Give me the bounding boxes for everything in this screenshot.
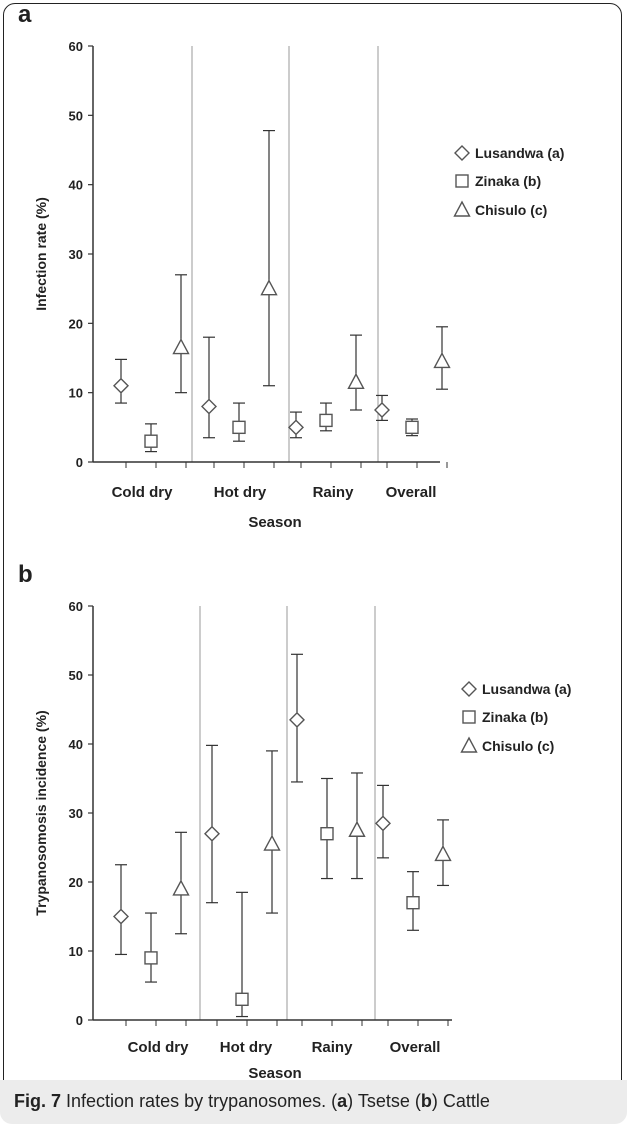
y-tick-label: 10 bbox=[69, 386, 83, 401]
panel-label: a bbox=[18, 1, 32, 28]
y-tick-label: 10 bbox=[69, 944, 83, 959]
y-tick-label: 60 bbox=[69, 39, 83, 54]
caption-mid: ) Tsetse ( bbox=[347, 1091, 421, 1111]
legend-label: Chisulo (c) bbox=[475, 202, 547, 218]
data-point-diamond bbox=[201, 398, 217, 415]
caption-body: Infection rates by trypanosomes. ( bbox=[61, 1091, 338, 1111]
data-point-triangle bbox=[434, 844, 452, 862]
legend-label: Lusandwa (a) bbox=[482, 681, 571, 697]
y-axis-label: Infection rate (%) bbox=[33, 197, 49, 311]
caption-text: Fig. 7 Infection rates by trypanosomes. … bbox=[14, 1091, 490, 1112]
legend-label: Zinaka (b) bbox=[475, 173, 541, 189]
legend-label: Zinaka (b) bbox=[482, 709, 548, 725]
data-point-square bbox=[405, 420, 419, 435]
legend-label: Lusandwa (a) bbox=[475, 145, 564, 161]
x-axis-label: Season bbox=[248, 514, 301, 531]
legend-marker-triangle bbox=[453, 200, 471, 217]
panel-label: b bbox=[18, 561, 33, 588]
figure-canvas: a 0 10 20 30 40 50 60 Infection rate (%) Cold dry… bbox=[18, 1, 571, 1080]
category-label: Cold dry bbox=[128, 1039, 189, 1056]
legend-marker-triangle bbox=[460, 736, 478, 753]
caption-panel-a-ref: a bbox=[337, 1091, 348, 1111]
category-label: Rainy bbox=[312, 1039, 354, 1056]
data-point-triangle bbox=[172, 338, 190, 355]
data-point-square bbox=[319, 413, 333, 428]
data-point-square bbox=[235, 992, 249, 1006]
y-tick-label: 0 bbox=[76, 455, 83, 470]
category-label: Rainy bbox=[313, 484, 355, 501]
category-label: Overall bbox=[386, 484, 437, 501]
caption-figure-number: Fig. 7 bbox=[14, 1091, 62, 1111]
caption-end: ) Cattle bbox=[431, 1091, 490, 1111]
category-label: Hot dry bbox=[220, 1039, 273, 1056]
data-point-square bbox=[406, 896, 420, 910]
panel-a: a 0 10 20 30 40 50 60 Infection rate (%) Cold dry… bbox=[18, 1, 564, 531]
data-point-square bbox=[144, 951, 158, 965]
data-point-diamond bbox=[289, 711, 305, 728]
y-tick-label: 20 bbox=[69, 316, 83, 331]
category-label: Hot dry bbox=[214, 484, 267, 501]
y-tick-label: 30 bbox=[69, 806, 83, 821]
data-point-diamond bbox=[204, 825, 220, 842]
legend-label: Chisulo (c) bbox=[482, 738, 554, 754]
data-point-diamond bbox=[113, 377, 129, 394]
y-tick-label: 40 bbox=[69, 737, 83, 752]
y-tick-label: 0 bbox=[76, 1013, 83, 1028]
y-tick-label: 40 bbox=[69, 178, 83, 193]
category-label: Overall bbox=[390, 1039, 441, 1056]
y-tick-label: 50 bbox=[69, 108, 83, 123]
y-tick-label: 30 bbox=[69, 247, 83, 262]
panel-b: b 0 10 20 30 40 50 60 Trypanosomosis incidence (… bbox=[18, 561, 571, 1080]
data-point-diamond bbox=[113, 908, 129, 925]
x-axis-label: Season bbox=[248, 1065, 301, 1080]
y-tick-label: 50 bbox=[69, 668, 83, 683]
y-axis-label: Trypanosomosis incidence (%) bbox=[33, 710, 49, 915]
data-point-diamond bbox=[374, 402, 390, 418]
data-point-square bbox=[232, 420, 246, 435]
figure-caption: Fig. 7 Infection rates by trypanosomes. … bbox=[0, 1080, 627, 1124]
data-point-triangle bbox=[433, 351, 451, 369]
data-point-triangle bbox=[260, 279, 278, 296]
y-tick-label: 60 bbox=[69, 599, 83, 614]
legend-marker-square bbox=[462, 710, 476, 724]
legend-marker-square bbox=[455, 174, 469, 188]
data-point-triangle bbox=[347, 372, 365, 389]
category-label: Cold dry bbox=[112, 484, 173, 501]
data-point-square bbox=[320, 827, 334, 841]
data-point-diamond bbox=[375, 815, 391, 832]
y-tick-label: 20 bbox=[69, 875, 83, 890]
legend-marker-diamond bbox=[454, 145, 470, 161]
data-point-diamond bbox=[288, 419, 304, 436]
data-point-triangle bbox=[263, 834, 281, 851]
data-point-triangle bbox=[348, 820, 366, 837]
caption-panel-b-ref: b bbox=[420, 1091, 432, 1111]
data-point-square bbox=[144, 434, 158, 448]
legend-marker-diamond bbox=[461, 681, 477, 697]
data-point-triangle bbox=[172, 879, 190, 896]
